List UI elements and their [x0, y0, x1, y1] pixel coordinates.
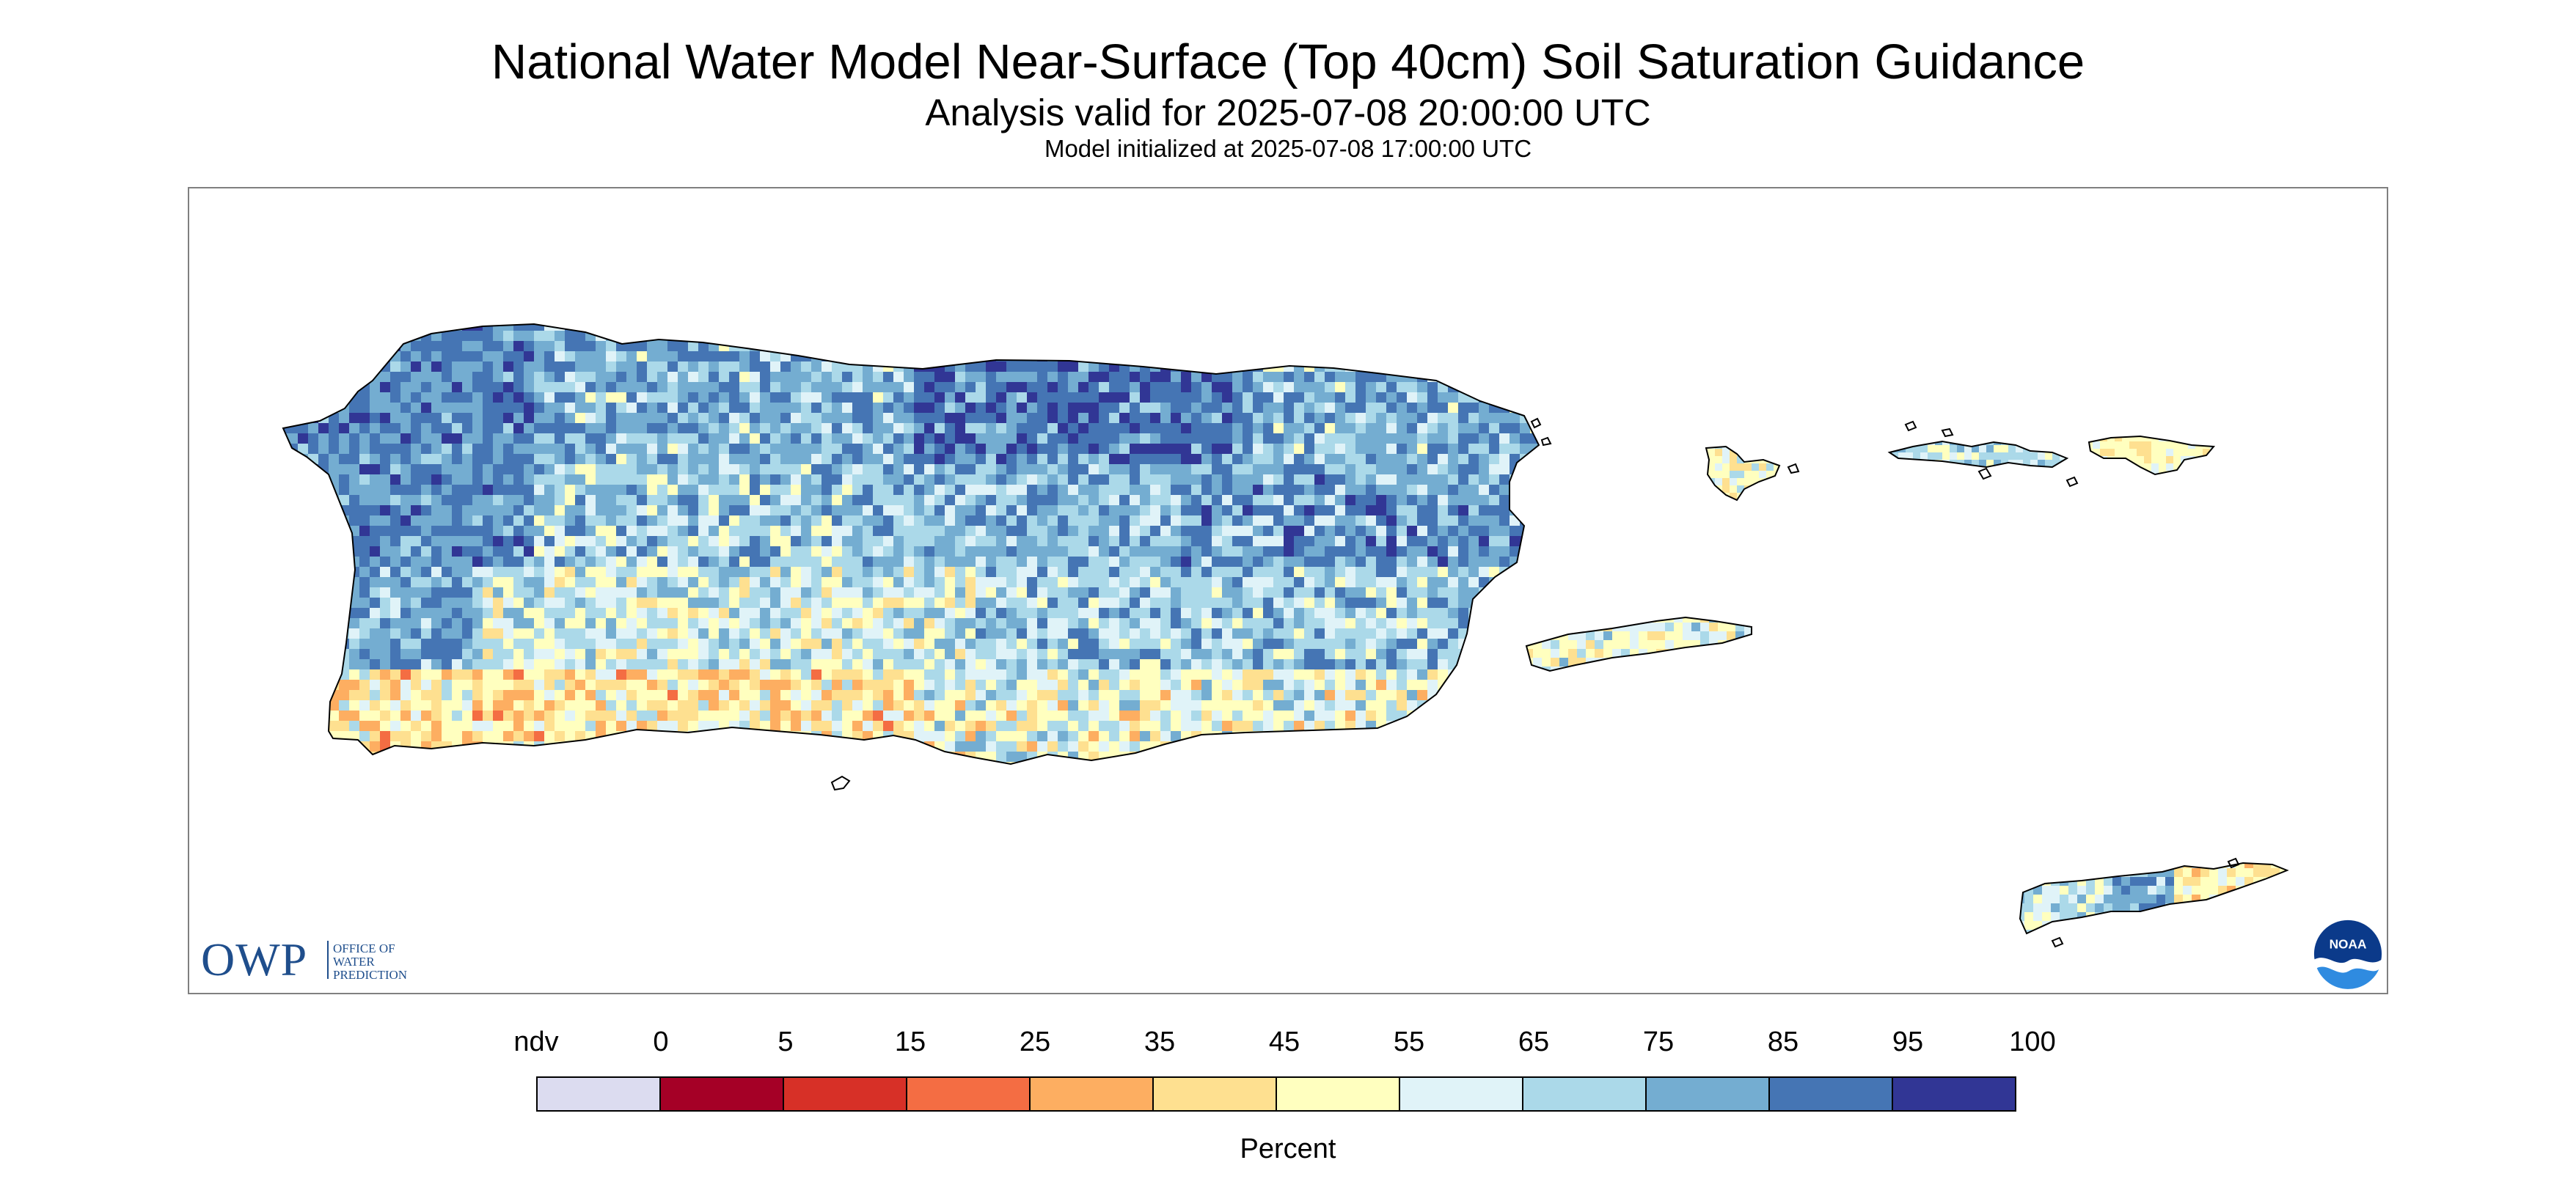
colorbar-swatch [536, 1076, 661, 1112]
colorbar-legend: ndv 0 5 15 25 35 45 55 65 75 85 95 100 Percent [0, 1027, 2576, 1173]
st-john-coastline [2087, 435, 2216, 476]
owp-line-3: PREDICTION [333, 968, 408, 982]
colorbar-tick-label: 85 [1767, 1027, 1799, 1057]
map-frame: OWP OFFICE OF WATER PREDICTION NOAA [188, 187, 2388, 994]
mona-islet-coastline [830, 775, 851, 791]
colorbar-swatch [1522, 1076, 1647, 1112]
cay-4 [1904, 420, 1917, 432]
colorbar-tick-label: 95 [1892, 1027, 1924, 1057]
colorbar-tick-label: 75 [1642, 1027, 1675, 1057]
colorbar-swatch [1399, 1076, 1523, 1112]
colorbar-swatch [1645, 1076, 1770, 1112]
colorbar-swatch [1768, 1076, 1893, 1112]
noaa-logo-text: NOAA [2330, 936, 2367, 951]
colorbar-swatch [1892, 1076, 2016, 1112]
colorbar-tick-label: 25 [1019, 1027, 1051, 1057]
page-title: National Water Model Near-Surface (Top 4… [491, 34, 2085, 89]
puerto-rico-saturation-raster [283, 324, 1539, 764]
colorbar-tick-label: 35 [1144, 1027, 1176, 1057]
colorbar-swatch [783, 1076, 907, 1112]
model-init-text: Model initialized at 2025-07-08 17:00:00… [1044, 135, 1532, 162]
cay-6 [1941, 427, 1954, 438]
cay-2 [1540, 436, 1552, 447]
owp-line-2: WATER [333, 955, 375, 969]
colorbar-swatch [1276, 1076, 1400, 1112]
colorbar-swatch [1029, 1076, 1154, 1112]
colorbar-unit-label: Percent [1240, 1134, 1336, 1164]
colorbar [536, 1076, 2016, 1112]
cay-7 [2051, 936, 2064, 948]
coastlines [282, 323, 2289, 948]
colorbar-tick-label: ndv [513, 1027, 559, 1057]
colorbar-tick-label: 65 [1518, 1027, 1550, 1057]
colorbar-tick-label: 55 [1393, 1027, 1425, 1057]
colorbar-tick-label: 5 [777, 1027, 794, 1057]
owp-line-1: OFFICE OF [333, 941, 395, 955]
colorbar-swatch [659, 1076, 784, 1112]
soil-saturation-map [282, 323, 2289, 948]
cay-8 [2227, 857, 2240, 869]
st-thomas-coastline [1887, 440, 2069, 469]
colorbar-tick-label: 0 [653, 1027, 669, 1057]
colorbar-swatch [906, 1076, 1031, 1112]
cay-1 [1530, 417, 1542, 429]
colorbar-tick-label: 45 [1268, 1027, 1300, 1057]
owp-logo-divider [327, 941, 329, 979]
colorbar-tick-label: 100 [2009, 1027, 2056, 1057]
analysis-valid-subtitle: Analysis valid for 2025-07-08 20:00:00 U… [925, 92, 1651, 133]
st-croix-saturation-raster [2020, 863, 2287, 933]
cay-9 [2065, 476, 2079, 488]
st-croix-coastline [2019, 862, 2289, 935]
culebra-coastline [1705, 445, 1781, 502]
colorbar-swatch [1152, 1076, 1277, 1112]
st-thomas-saturation-raster [1889, 441, 2067, 467]
owp-mark: OWP [201, 933, 308, 985]
noaa-seal-icon: NOAA [2313, 919, 2382, 989]
cay-5 [1977, 467, 1992, 480]
cay-3 [1787, 463, 1800, 474]
vieques-coastline [1525, 616, 1752, 672]
vieques-saturation-raster [1526, 617, 1752, 671]
colorbar-tick-label: 15 [894, 1027, 926, 1057]
